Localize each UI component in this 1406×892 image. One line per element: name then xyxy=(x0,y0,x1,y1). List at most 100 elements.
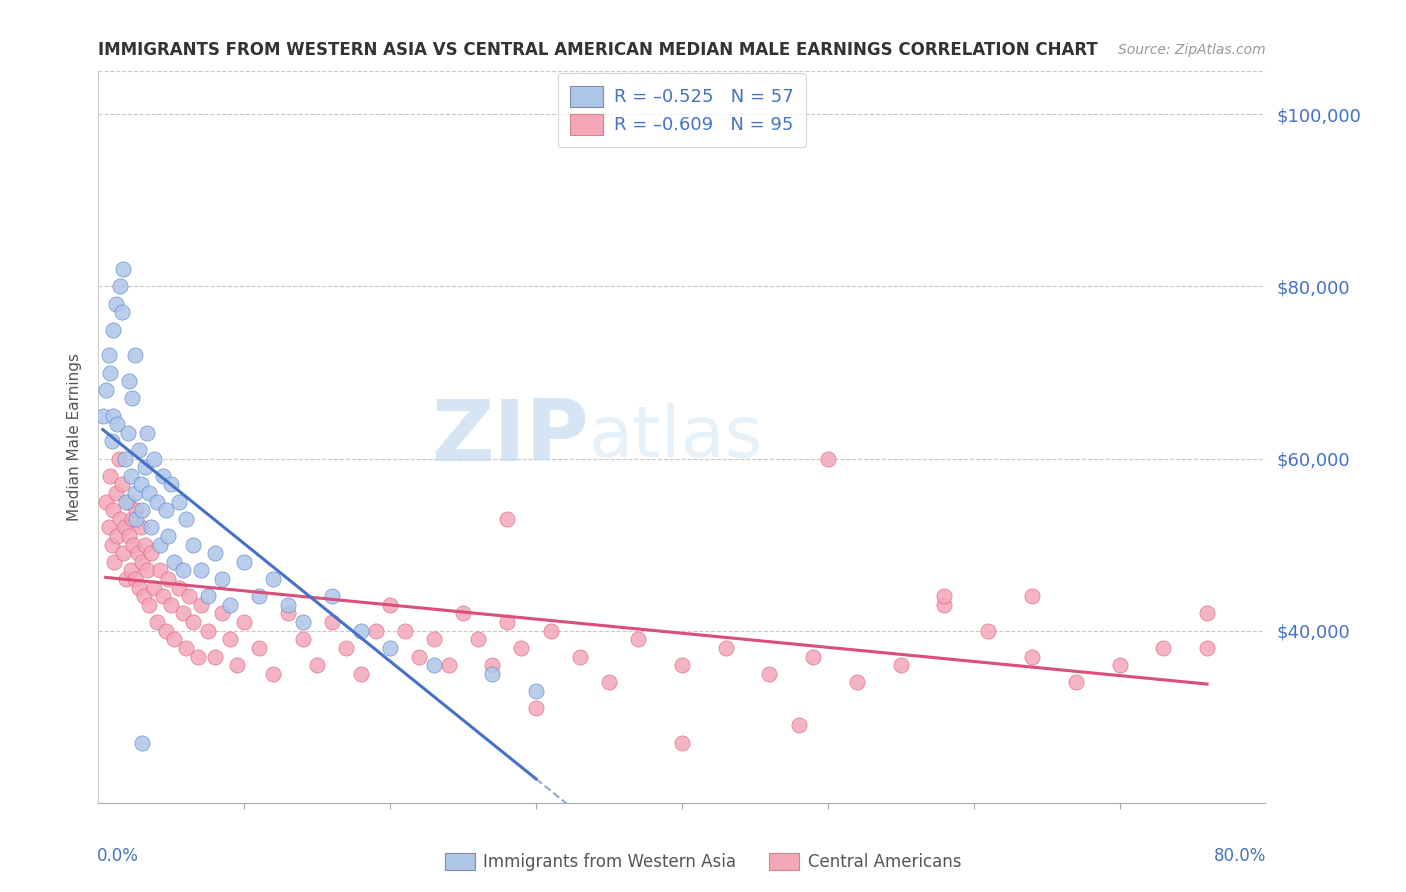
Point xyxy=(131,735,153,749)
Point xyxy=(817,451,839,466)
Point xyxy=(524,684,547,698)
Point xyxy=(321,589,343,603)
Point xyxy=(105,529,128,543)
Point xyxy=(350,624,373,638)
Point xyxy=(125,503,148,517)
Point xyxy=(277,607,299,621)
Point xyxy=(233,615,256,629)
Point xyxy=(172,607,194,621)
Point xyxy=(846,675,869,690)
Point xyxy=(211,572,233,586)
Point xyxy=(163,632,186,647)
Point xyxy=(714,640,737,655)
Point xyxy=(540,624,562,638)
Point xyxy=(172,564,194,578)
Point xyxy=(100,538,122,552)
Legend: R = –0.525   N = 57, R = –0.609   N = 95: R = –0.525 N = 57, R = –0.609 N = 95 xyxy=(558,73,806,147)
Point xyxy=(262,666,284,681)
Point xyxy=(671,658,693,673)
Point xyxy=(524,701,547,715)
Point xyxy=(167,581,190,595)
Point xyxy=(117,425,139,440)
Point xyxy=(467,632,489,647)
Point xyxy=(233,555,256,569)
Point xyxy=(122,538,145,552)
Point xyxy=(142,451,165,466)
Point xyxy=(127,546,149,560)
Point xyxy=(149,564,172,578)
Point xyxy=(190,598,212,612)
Point xyxy=(758,666,780,681)
Point xyxy=(91,409,114,423)
Point xyxy=(437,658,460,673)
Point xyxy=(142,581,165,595)
Point xyxy=(138,598,160,612)
Point xyxy=(114,451,136,466)
Point xyxy=(103,555,125,569)
Point xyxy=(115,572,138,586)
Point xyxy=(1195,607,1218,621)
Point xyxy=(496,615,519,629)
Point xyxy=(112,262,135,277)
Point xyxy=(139,520,162,534)
Point xyxy=(568,649,591,664)
Point xyxy=(120,564,142,578)
Point xyxy=(146,494,169,508)
Point xyxy=(510,640,533,655)
Point xyxy=(423,658,446,673)
Point xyxy=(131,503,153,517)
Point xyxy=(167,494,190,508)
Point xyxy=(100,434,122,449)
Point xyxy=(129,520,152,534)
Point xyxy=(149,538,172,552)
Point xyxy=(124,572,146,586)
Point xyxy=(118,529,141,543)
Point xyxy=(108,451,131,466)
Text: ZIP: ZIP xyxy=(430,395,589,479)
Point xyxy=(247,589,270,603)
Point xyxy=(181,538,204,552)
Point xyxy=(112,546,135,560)
Point xyxy=(114,520,136,534)
Point xyxy=(124,348,146,362)
Point xyxy=(890,658,912,673)
Point xyxy=(174,640,197,655)
Point xyxy=(218,632,240,647)
Point xyxy=(307,658,329,673)
Point xyxy=(146,615,169,629)
Point xyxy=(211,607,233,621)
Point xyxy=(101,409,124,423)
Point xyxy=(321,615,343,629)
Point xyxy=(157,529,180,543)
Point xyxy=(181,615,204,629)
Point xyxy=(118,374,141,388)
Point xyxy=(394,624,416,638)
Point xyxy=(481,666,503,681)
Point xyxy=(1195,640,1218,655)
Point xyxy=(128,442,150,457)
Point xyxy=(115,494,138,508)
Point xyxy=(124,486,146,500)
Point xyxy=(125,512,148,526)
Point xyxy=(121,512,143,526)
Point xyxy=(110,512,132,526)
Point xyxy=(380,640,402,655)
Point xyxy=(1021,589,1043,603)
Point xyxy=(121,392,143,406)
Point xyxy=(94,383,117,397)
Point xyxy=(380,598,402,612)
Point xyxy=(129,477,152,491)
Point xyxy=(262,572,284,586)
Point xyxy=(451,607,474,621)
Point xyxy=(1064,675,1087,690)
Point xyxy=(160,477,183,491)
Point xyxy=(226,658,249,673)
Point xyxy=(801,649,824,664)
Point xyxy=(131,555,153,569)
Point xyxy=(291,615,314,629)
Point xyxy=(671,735,693,749)
Point xyxy=(481,658,503,673)
Point xyxy=(247,640,270,655)
Point xyxy=(138,486,160,500)
Point xyxy=(190,564,212,578)
